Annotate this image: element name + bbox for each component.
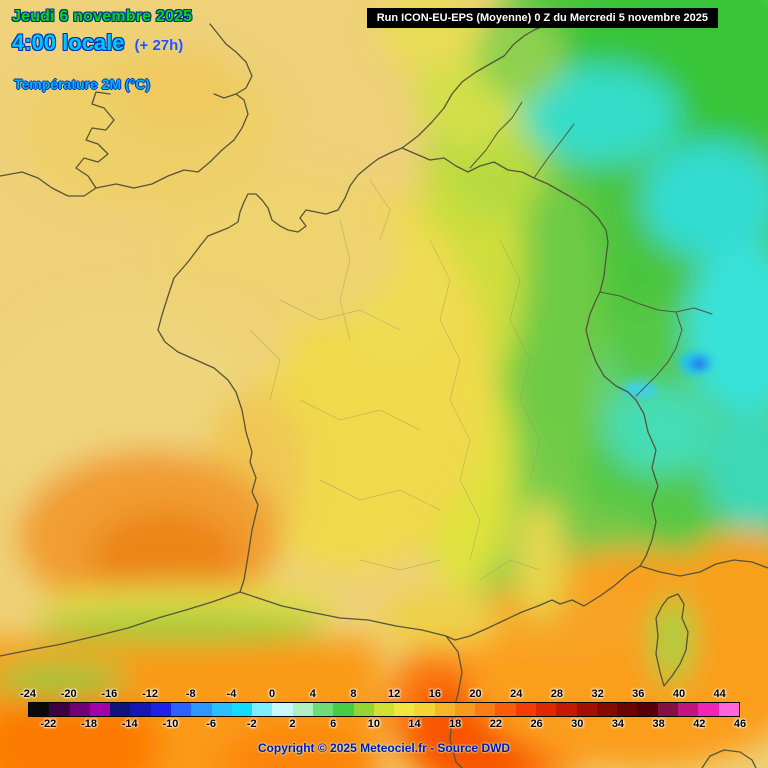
scale-cell bbox=[292, 703, 313, 716]
scale-tick-label: 40 bbox=[672, 688, 686, 700]
scale-cell bbox=[454, 703, 476, 716]
scale-cell bbox=[718, 703, 739, 716]
scale-cell bbox=[394, 703, 415, 716]
scale-tick-label: 0 bbox=[269, 688, 276, 700]
scale-tick-label: 26 bbox=[530, 718, 543, 730]
scale-tick-label: 34 bbox=[611, 718, 625, 730]
scale-tick-label: 12 bbox=[388, 688, 401, 700]
scale-tick-label: -20 bbox=[60, 688, 77, 700]
scale-tick-label: -12 bbox=[142, 688, 158, 700]
scale-tick-label: 20 bbox=[469, 688, 482, 700]
time-row: 4:00 locale (+ 27h) bbox=[12, 30, 183, 56]
scale-cell bbox=[312, 703, 334, 716]
scale-cell bbox=[536, 703, 557, 716]
scale-tick-label: 22 bbox=[489, 718, 502, 730]
scale-cell bbox=[272, 703, 293, 716]
scale-tick-label: 2 bbox=[289, 718, 296, 730]
scale-tick-label: 38 bbox=[652, 718, 665, 730]
scale-cell bbox=[150, 703, 171, 716]
run-banner: Run ICON-EU-EPS (Moyenne) 0 Z du Mercred… bbox=[366, 8, 718, 28]
scale-cell bbox=[495, 703, 516, 716]
scale-tick-label: -6 bbox=[206, 718, 216, 730]
scale-tick-label: 8 bbox=[350, 688, 357, 700]
scale-tick-label: 14 bbox=[408, 718, 421, 730]
scale-cell bbox=[89, 703, 111, 716]
scale-cell bbox=[29, 703, 50, 716]
scale-tick-label: 4 bbox=[309, 688, 316, 700]
scale-tick-label: 44 bbox=[713, 688, 726, 700]
scale-tick-label: -14 bbox=[121, 718, 138, 730]
scale-cell bbox=[373, 703, 395, 716]
alpine-cold-spots bbox=[622, 352, 712, 398]
scale-bar bbox=[28, 702, 740, 717]
copyright-label: Copyright © 2025 Meteociel.fr - Source D… bbox=[257, 741, 511, 755]
scale-cell bbox=[69, 703, 90, 716]
parameter-label: Température 2M (°C) bbox=[14, 76, 151, 92]
scale-cell bbox=[596, 703, 618, 716]
scale-cell bbox=[333, 703, 354, 716]
scale-cell bbox=[170, 703, 192, 716]
scale-cell bbox=[211, 703, 232, 716]
scale-tick-label: -2 bbox=[246, 718, 257, 730]
scale-cell bbox=[434, 703, 455, 716]
scale-tick-label: -24 bbox=[20, 688, 36, 700]
scale-cell bbox=[515, 703, 537, 716]
scale-cell bbox=[252, 703, 273, 716]
scale-tick-label: -8 bbox=[185, 688, 196, 700]
coastline-borders bbox=[0, 23, 768, 768]
scale-tick-label: 28 bbox=[550, 688, 564, 700]
scale-labels-bottom: -22 -18 -14 -10 -6 -2 2 6 10 14 18 22 26 30 34 38 42 46 bbox=[28, 718, 746, 731]
scale-tick-label: -10 bbox=[162, 718, 179, 730]
scale-cell bbox=[556, 703, 577, 716]
scale-cell bbox=[475, 703, 496, 716]
scale-tick-label: -22 bbox=[40, 718, 57, 730]
local-time-label: 4:00 locale bbox=[12, 30, 125, 55]
temperature-scale: -24 -20 -16 -12 -8 -4 0 4 8 12 16 20 24 28 32 36 40 44 -2… bbox=[20, 688, 746, 731]
scale-cell bbox=[414, 703, 435, 716]
scale-tick-label: 46 bbox=[733, 718, 747, 730]
scale-tick-label: 6 bbox=[330, 718, 337, 730]
scale-tick-label: -16 bbox=[101, 688, 118, 700]
scale-labels-top: -24 -20 -16 -12 -8 -4 0 4 8 12 16 20 24 28 32 36 40 44 bbox=[20, 688, 740, 701]
scale-tick-label: 42 bbox=[693, 718, 706, 730]
scale-cell bbox=[353, 703, 374, 716]
scale-cell bbox=[110, 703, 131, 716]
scale-cell bbox=[231, 703, 253, 716]
scale-cell bbox=[130, 703, 151, 716]
scale-cell bbox=[698, 703, 719, 716]
scale-tick-label: -18 bbox=[81, 718, 97, 730]
scale-cell bbox=[657, 703, 678, 716]
scale-cell bbox=[617, 703, 638, 716]
scale-tick-label: 24 bbox=[510, 688, 523, 700]
forecast-offset-label: (+ 27h) bbox=[134, 37, 184, 54]
scale-tick-label: 10 bbox=[367, 718, 380, 730]
scale-tick-label: 30 bbox=[571, 718, 584, 730]
scale-tick-label: 36 bbox=[632, 688, 645, 700]
scale-cell bbox=[576, 703, 597, 716]
date-label: Jeudi 6 novembre 2025 bbox=[12, 8, 193, 25]
scale-tick-label: -4 bbox=[226, 688, 237, 700]
scale-tick-label: 32 bbox=[591, 688, 604, 700]
scale-tick-label: 16 bbox=[428, 688, 441, 700]
scale-cell bbox=[637, 703, 658, 716]
scale-cell bbox=[191, 703, 212, 716]
department-boundaries bbox=[249, 179, 541, 581]
scale-tick-label: 18 bbox=[449, 718, 462, 730]
scale-cell bbox=[678, 703, 699, 716]
scale-cell bbox=[49, 703, 70, 716]
